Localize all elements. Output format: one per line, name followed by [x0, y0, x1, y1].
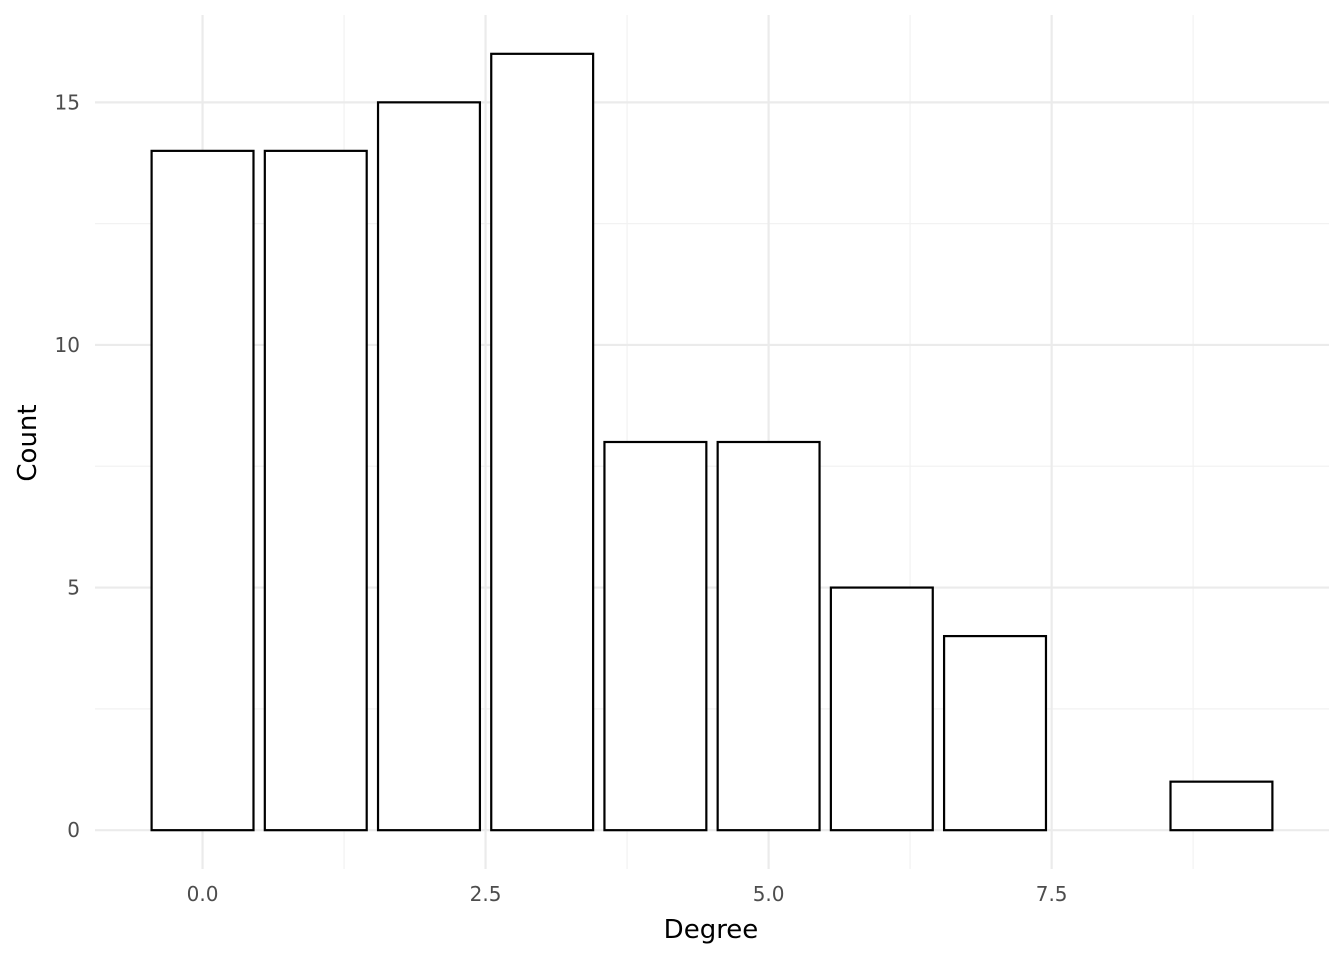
x-axis-tick-labels: 0.0 2.5 5.0 7.5 — [187, 882, 1068, 906]
bar-degree-1 — [263, 149, 368, 832]
bar-degree-4 — [603, 440, 708, 832]
bar-degree-7 — [942, 634, 1048, 832]
y-tick-label: 10 — [55, 333, 80, 357]
x-tick-label: 5.0 — [753, 882, 785, 906]
y-tick-label: 15 — [55, 90, 80, 114]
y-axis-title: Count — [13, 404, 43, 481]
x-tick-label: 0.0 — [187, 882, 219, 906]
bars-group — [150, 52, 1274, 832]
x-axis-title: Degree — [664, 915, 759, 945]
bar-degree-5 — [716, 440, 821, 832]
y-axis-tick-labels: 0 5 10 15 — [55, 90, 80, 842]
x-tick-label: 7.5 — [1036, 882, 1068, 906]
y-tick-label: 5 — [67, 576, 80, 600]
x-tick-label: 2.5 — [470, 882, 502, 906]
bar-degree-0 — [150, 149, 255, 832]
bar-degree-9 — [1169, 780, 1274, 832]
bar-degree-3 — [490, 52, 595, 832]
bar-degree-2 — [376, 101, 482, 832]
bar-degree-6 — [829, 586, 934, 832]
y-tick-label: 0 — [67, 818, 80, 842]
